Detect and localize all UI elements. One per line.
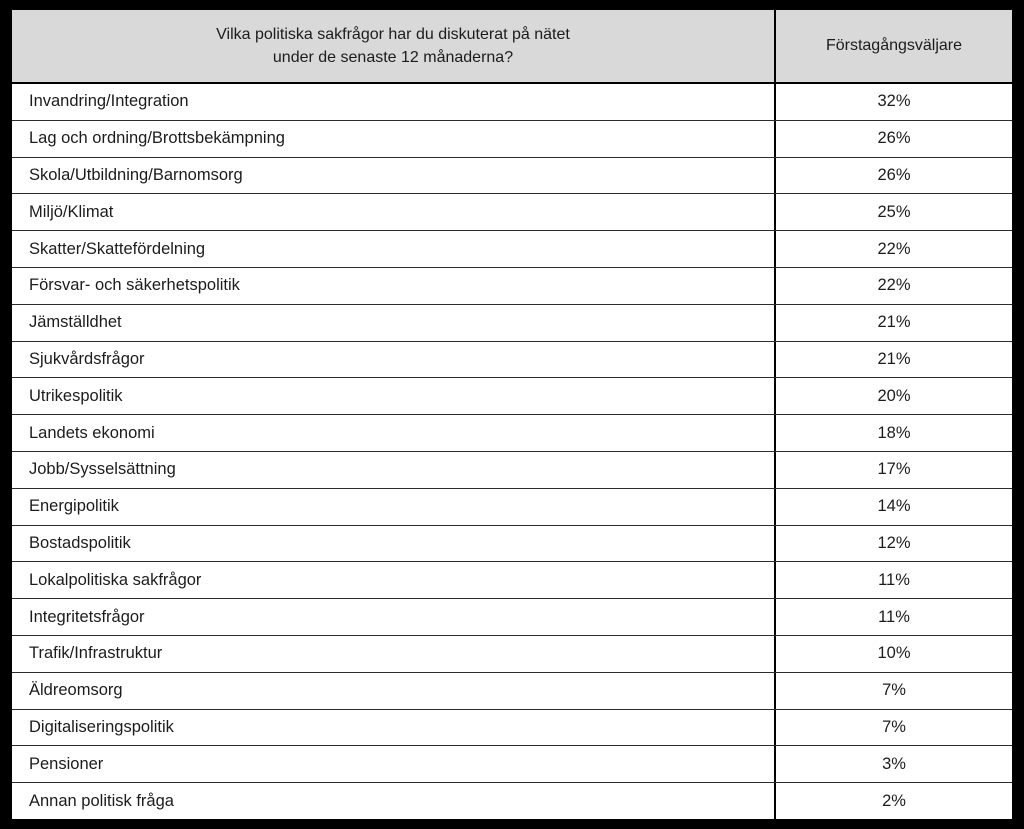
survey-table: Vilka politiska sakfrågor har du diskute… — [10, 8, 1014, 821]
table-row: Sjukvårdsfrågor 21% — [12, 340, 1012, 378]
row-label: Äldreomsorg — [29, 681, 123, 700]
row-value: 20% — [774, 378, 1012, 415]
row-value: 10% — [774, 635, 1012, 672]
table-body: Invandring/Integration 32% Lag och ordni… — [12, 84, 1012, 819]
row-label: Lokalpolitiska sakfrågor — [29, 570, 202, 589]
table-row: Bostadspolitik 12% — [12, 524, 1012, 562]
table-row: Integritetsfrågor 11% — [12, 598, 1012, 635]
table-row: Utrikespolitik 20% — [12, 377, 1012, 415]
row-label: Pensioner — [29, 754, 104, 773]
row-label: Jämställdhet — [29, 313, 122, 332]
row-label: Lag och ordning/Brottsbekämpning — [29, 129, 285, 148]
row-label: Jobb/Sysselsättning — [29, 460, 176, 479]
question-column-header: Vilka politiska sakfrågor har du diskute… — [12, 10, 774, 82]
row-label: Utrikespolitik — [29, 386, 123, 405]
row-value: 22% — [774, 267, 1012, 304]
row-value: 11% — [774, 562, 1012, 599]
row-value: 21% — [774, 341, 1012, 378]
table-row: Energipolitik 14% — [12, 487, 1012, 525]
row-value: 22% — [774, 231, 1012, 267]
row-value: 26% — [774, 157, 1012, 194]
table-row: Jämställdhet 21% — [12, 303, 1012, 341]
table-row: Skola/Utbildning/Barnomsorg 26% — [12, 156, 1012, 194]
row-label: Skola/Utbildning/Barnomsorg — [29, 165, 243, 184]
row-value: 14% — [774, 488, 1012, 525]
row-value: 18% — [774, 415, 1012, 451]
question-line-2: under de senaste 12 månaderna? — [272, 49, 514, 66]
row-label: Skatter/Skattefördelning — [29, 239, 206, 258]
table-row: Landets ekonomi 18% — [12, 414, 1012, 451]
question-line-1: Vilka politiska sakfrågor har du diskute… — [216, 25, 570, 43]
row-label: Miljö/Klimat — [29, 202, 114, 221]
row-value: 3% — [774, 746, 1012, 783]
row-label: Energipolitik — [29, 497, 119, 516]
row-label: Digitaliseringspolitik — [29, 717, 174, 736]
table-row: Annan politisk fråga 2% — [12, 782, 1012, 819]
row-value: 17% — [774, 451, 1012, 488]
row-value: 2% — [774, 783, 1012, 819]
row-label: Trafik/Infrastruktur — [29, 644, 163, 663]
table-row: Jobb/Sysselsättning 17% — [12, 450, 1012, 488]
table-row: Invandring/Integration 32% — [12, 84, 1012, 120]
table-row: Äldreomsorg 7% — [12, 671, 1012, 709]
row-label: Integritetsfrågor — [29, 607, 145, 626]
row-value: 21% — [774, 304, 1012, 341]
table-row: Skatter/Skattefördelning 22% — [12, 230, 1012, 267]
row-value: 7% — [774, 672, 1012, 709]
row-label: Sjukvårdsfrågor — [29, 349, 145, 368]
row-label: Försvar- och säkerhetspolitik — [29, 276, 240, 295]
row-value: 11% — [774, 599, 1012, 635]
table-row: Lag och ordning/Brottsbekämpning 26% — [12, 119, 1012, 157]
table-row: Digitaliseringspolitik 7% — [12, 708, 1012, 746]
table-row: Miljö/Klimat 25% — [12, 193, 1012, 231]
row-label: Landets ekonomi — [29, 423, 155, 442]
row-value: 7% — [774, 709, 1012, 746]
row-label: Annan politisk fråga — [29, 791, 174, 810]
row-label: Invandring/Integration — [29, 92, 189, 111]
table-row: Pensioner 3% — [12, 745, 1012, 783]
table-row: Trafik/Infrastruktur 10% — [12, 634, 1012, 672]
table-header-row: Vilka politiska sakfrågor har du diskute… — [12, 10, 1012, 84]
table-row: Lokalpolitiska sakfrågor 11% — [12, 561, 1012, 599]
row-value: 12% — [774, 525, 1012, 562]
row-value: 25% — [774, 194, 1012, 231]
row-label: Bostadspolitik — [29, 533, 131, 552]
row-value: 26% — [774, 120, 1012, 157]
table-row: Försvar- och säkerhetspolitik 22% — [12, 266, 1012, 304]
row-value: 32% — [774, 84, 1012, 120]
value-column-header: Förstagångsväljare — [774, 10, 1012, 82]
